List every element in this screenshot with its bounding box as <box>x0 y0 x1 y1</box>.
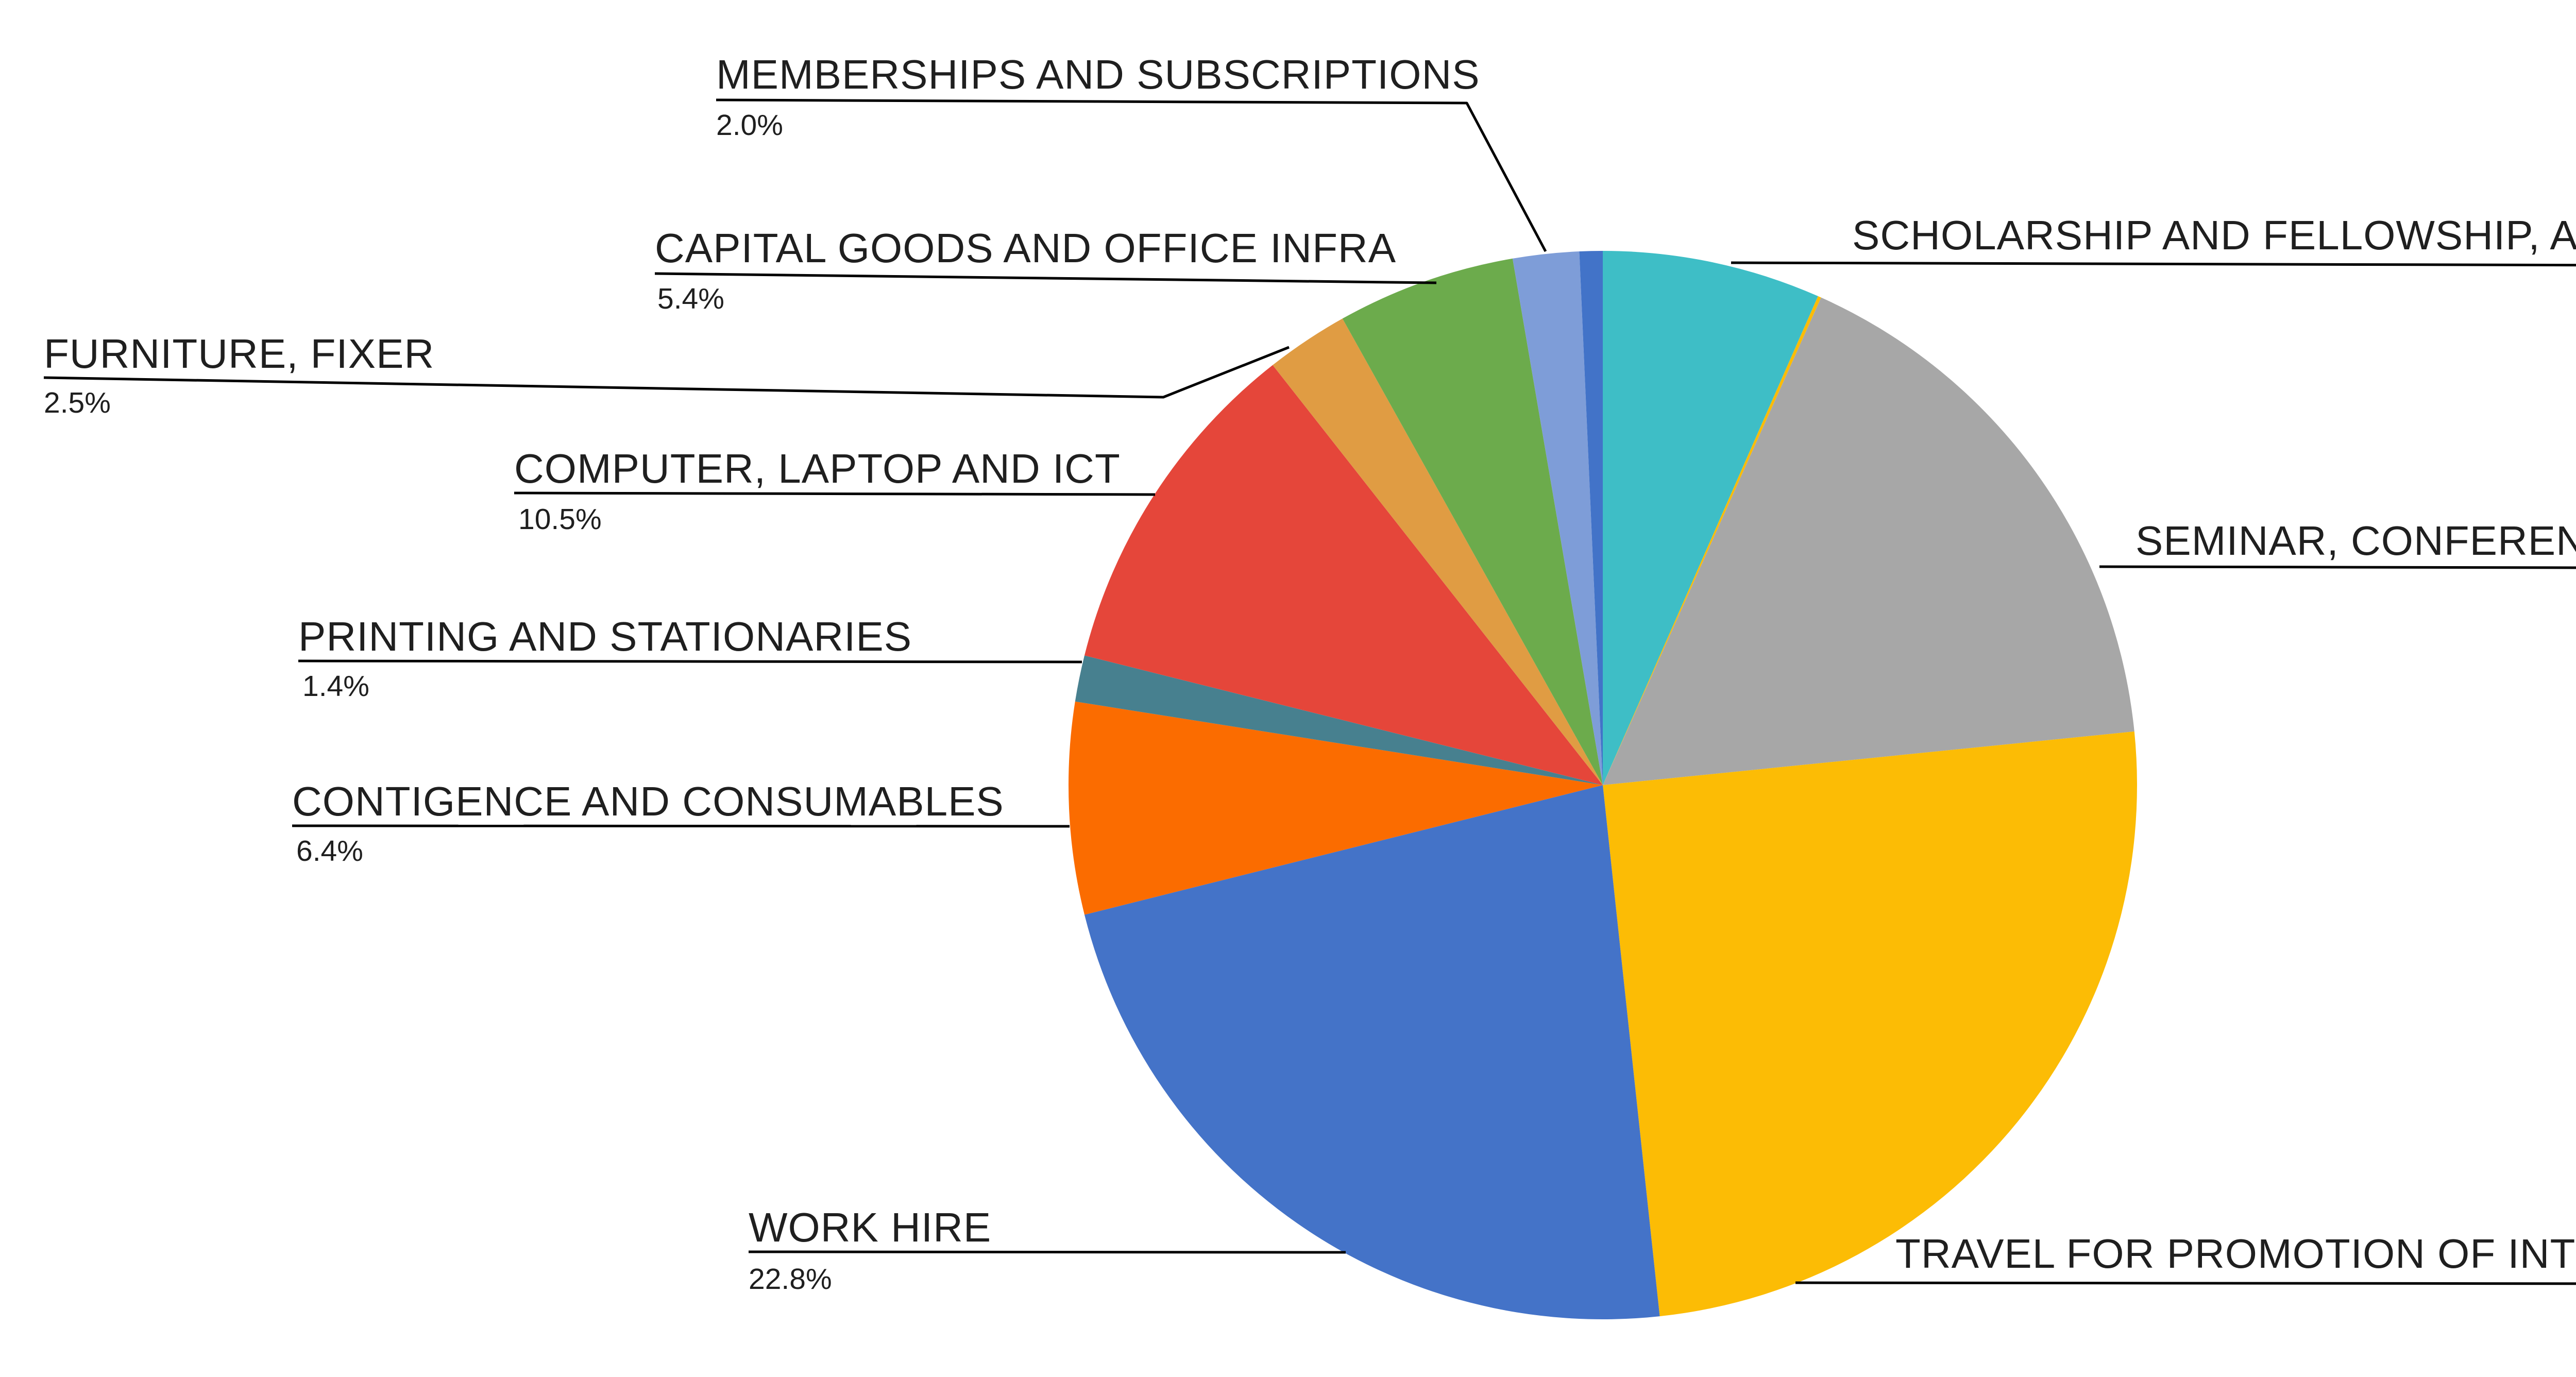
label-seminar: SEMINAR, CONFERENCE, EVENTS AND DELE... <box>2136 518 2576 564</box>
label-memberships: MEMBERSHIPS AND SUBSCRIPTIONS <box>716 52 1480 97</box>
pie-slices <box>1069 251 2137 1320</box>
percent-capital-goods: 5.4% <box>657 282 724 315</box>
pie-slice-scholarship[interactable] <box>1603 251 1818 785</box>
label-computer: COMPUTER, LAPTOP AND ICT <box>514 446 1121 491</box>
percent-computer: 10.5% <box>518 503 602 536</box>
pie-slice-memberships[interactable] <box>1512 251 1603 785</box>
percent-work-hire: 22.8% <box>749 1263 832 1296</box>
pie-slice-capital-goods[interactable] <box>1342 258 1603 785</box>
pie-slice-furniture[interactable] <box>1273 318 1603 785</box>
label-contigence: CONTIGENCE AND CONSUMABLES <box>292 778 1004 824</box>
leader-line-seminar <box>2099 565 2576 569</box>
leader-line-printing <box>298 659 1082 664</box>
leader-line-capital-goods <box>654 272 1437 284</box>
label-scholarship: SCHOLARSHIP AND FELLOWSHIP, AWARDS, REWA… <box>1852 212 2576 258</box>
leader-line-furniture <box>43 346 1290 399</box>
leader-line-scholarship <box>1731 261 2576 267</box>
label-printing: PRINTING AND STATIONARIES <box>298 614 912 659</box>
pie-slice-sliver-blue[interactable] <box>1579 251 1603 785</box>
leader-line-computer <box>514 491 1156 496</box>
pie-slice-contigence[interactable] <box>1069 701 1603 915</box>
callout-lines <box>43 98 2576 1285</box>
percent-printing: 1.4% <box>302 670 369 703</box>
percent-memberships: 2.0% <box>716 109 783 142</box>
pie-slice-printing[interactable] <box>1075 655 1603 785</box>
pie-slice-work-hire[interactable] <box>1084 785 1660 1320</box>
leader-line-memberships <box>716 98 1547 252</box>
pie-slice-computer[interactable] <box>1084 365 1603 785</box>
label-travel: TRAVEL FOR PROMOTION OF INTERNATIONAL RE… <box>1895 1231 2576 1277</box>
label-furniture: FURNITURE, FIXER <box>44 331 435 377</box>
percent-contigence: 6.4% <box>296 835 363 868</box>
leader-line-travel <box>1795 1281 2576 1285</box>
percent-furniture: 2.5% <box>44 386 111 419</box>
pie-slice-sliver-yellow[interactable] <box>1603 296 1821 785</box>
label-capital-goods: CAPITAL GOODS AND OFFICE INFRA <box>655 225 1397 271</box>
pie-slice-seminar[interactable] <box>1603 297 2134 785</box>
pie-slice-travel[interactable] <box>1603 731 2137 1317</box>
label-work-hire: WORK HIRE <box>749 1204 992 1250</box>
